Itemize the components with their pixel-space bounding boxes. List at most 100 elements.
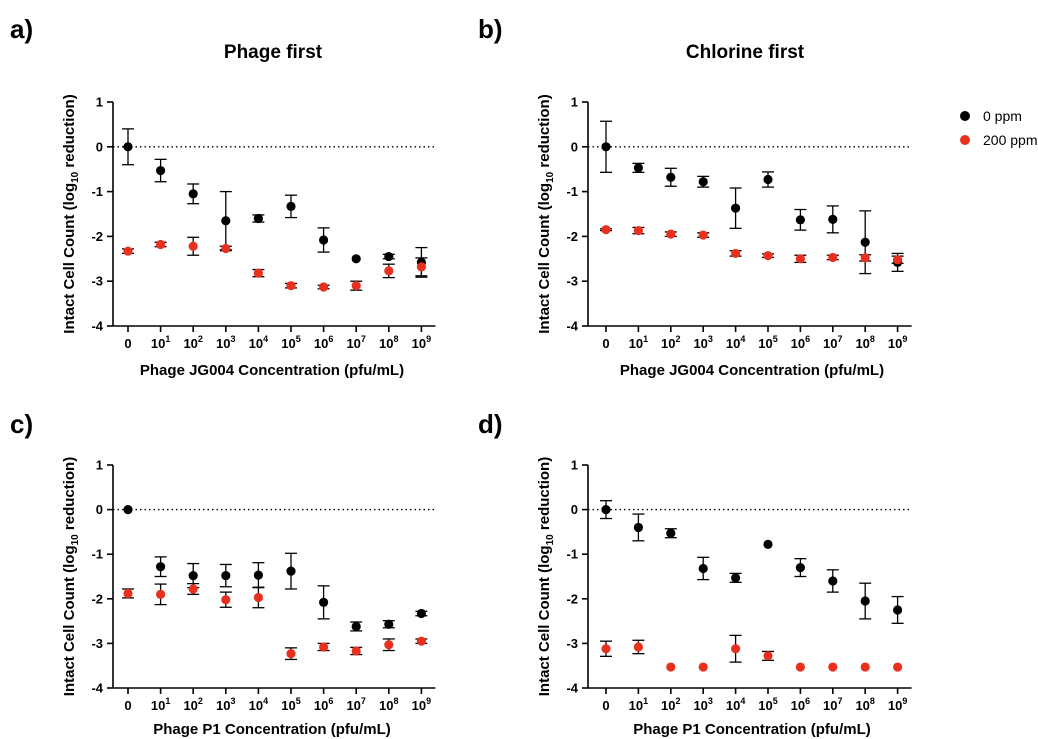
data-point <box>286 281 296 291</box>
x-tick-label: 104 <box>249 696 268 713</box>
data-point <box>156 589 166 599</box>
data-point <box>698 563 708 574</box>
series-200-ppm <box>600 634 903 672</box>
y-tick-label: 1 <box>96 95 103 110</box>
x-tick-label: 108 <box>379 334 398 351</box>
data-point <box>416 608 426 619</box>
x-tick-label: 101 <box>629 696 648 713</box>
x-tick-label: 102 <box>183 334 202 351</box>
y-tick-label: 0 <box>571 139 578 154</box>
data-point <box>795 562 806 573</box>
data-point <box>893 662 903 672</box>
data-point <box>188 241 198 251</box>
y-tick-label: 0 <box>96 139 103 154</box>
x-tick-label: 102 <box>661 334 680 351</box>
data-point <box>286 649 296 659</box>
y-tick-label: 1 <box>571 458 578 473</box>
x-tick-label: 107 <box>823 696 842 713</box>
chart-panel-1: a) Phage first 1 0 -1 -2 -3 -4 0 101 102 103 104 105 1… <box>10 14 436 379</box>
x-tick-label: 103 <box>693 334 712 351</box>
panel-letter: a) <box>10 14 33 44</box>
data-point <box>763 174 773 185</box>
data-point <box>188 571 198 581</box>
x-tick-label: 103 <box>216 334 235 351</box>
chart-panel-3: c) 1 0 -1 -2 -3 -4 0 101 102 103 104 105 106 107 108 109… <box>10 409 436 738</box>
y-tick-label: -3 <box>91 636 103 651</box>
x-tick-label: 106 <box>791 696 810 713</box>
x-tick-label: 104 <box>726 334 745 351</box>
x-tick-label: 107 <box>346 334 365 351</box>
data-point <box>156 239 166 250</box>
data-point <box>763 251 773 261</box>
data-point <box>731 248 741 259</box>
series-0-ppm <box>600 120 904 275</box>
legend-label: 200 ppm <box>983 132 1037 148</box>
panel-title: Chlorine first <box>686 42 805 63</box>
y-tick-label: -3 <box>566 636 578 651</box>
x-tick-label: 101 <box>151 696 170 713</box>
series-200-ppm <box>122 582 428 661</box>
x-tick-label: 104 <box>249 334 268 351</box>
data-point <box>828 576 838 586</box>
data-point <box>319 235 329 245</box>
x-tick-label: 104 <box>726 696 745 713</box>
x-tick-label: 105 <box>758 696 777 713</box>
x-tick-label: 103 <box>693 696 712 713</box>
data-point <box>156 562 166 572</box>
data-point <box>860 662 870 672</box>
y-tick-label: 0 <box>571 502 578 517</box>
x-tick-label: 0 <box>124 336 131 351</box>
data-point <box>633 163 644 173</box>
data-point <box>188 584 198 594</box>
x-tick-label: 109 <box>412 334 431 351</box>
data-point <box>633 642 644 652</box>
x-tick-label: 109 <box>888 696 907 713</box>
x-tick-label: 105 <box>281 696 300 713</box>
x-tick-label: 106 <box>314 334 333 351</box>
data-point <box>633 225 644 236</box>
y-tick-label: -3 <box>91 274 103 289</box>
x-axis-label: Phage JG004 Concentration (pfu/mL) <box>140 362 404 379</box>
y-axis-label: Intact Cell Count (log10 reduction) <box>61 457 81 696</box>
data-point <box>763 539 773 549</box>
data-point <box>123 246 133 256</box>
y-tick-label: 1 <box>96 458 103 473</box>
y-tick-label: -1 <box>91 184 103 199</box>
legend-label: 0 ppm <box>983 108 1022 124</box>
data-point <box>416 262 426 272</box>
data-point <box>698 230 708 240</box>
data-point <box>666 229 676 239</box>
x-axis-label: Phage P1 Concentration (pfu/mL) <box>153 721 391 738</box>
data-point <box>253 592 263 603</box>
series-0-ppm <box>122 128 428 278</box>
x-tick-label: 109 <box>412 696 431 713</box>
data-point <box>893 255 903 265</box>
data-point <box>221 571 231 581</box>
data-point <box>253 570 263 580</box>
y-tick-label: -4 <box>91 681 103 696</box>
y-tick-label: -2 <box>566 591 578 606</box>
data-point <box>633 522 644 533</box>
chart-panel-2: b) Chlorine first 1 0 -1 -2 -3 -4 0 101 102 103 104 1… <box>478 14 912 379</box>
y-tick-label: -1 <box>566 184 578 199</box>
data-point <box>286 201 296 211</box>
series-200-ppm <box>600 225 904 265</box>
y-axis-label: Intact Cell Count (log10 reduction) <box>536 94 556 333</box>
data-point <box>828 252 838 263</box>
x-tick-label: 0 <box>602 336 609 351</box>
chart-panel-4: d) 1 0 -1 -2 -3 -4 0 101 102 103 104 105 106 107 108 109… <box>478 409 912 738</box>
x-tick-label: 105 <box>758 334 777 351</box>
y-tick-label: -4 <box>566 319 578 334</box>
y-tick-label: -1 <box>91 547 103 562</box>
x-tick-label: 106 <box>314 696 333 713</box>
data-point <box>698 662 708 672</box>
data-point <box>731 203 741 213</box>
x-tick-label: 0 <box>602 698 609 713</box>
x-axis-label: Phage P1 Concentration (pfu/mL) <box>633 721 871 738</box>
x-tick-label: 105 <box>281 334 300 351</box>
series-200-ppm <box>122 236 428 292</box>
data-point <box>795 254 806 264</box>
legend-marker <box>960 135 970 145</box>
data-point <box>416 636 426 646</box>
panel-letter: c) <box>10 409 33 439</box>
